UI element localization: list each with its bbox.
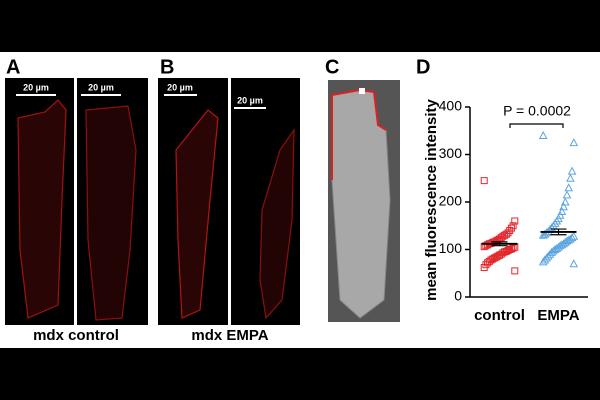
data-point	[567, 166, 577, 175]
x-tick-label: control	[474, 307, 525, 324]
x-tick-label: EMPA	[537, 307, 579, 324]
data-point	[547, 223, 557, 232]
scale-bar-label: 20 µm	[167, 82, 193, 92]
marker	[359, 88, 365, 94]
panel-label: D	[416, 56, 430, 78]
data-point	[569, 231, 579, 240]
data-point	[482, 242, 490, 250]
panel-label: A	[6, 56, 20, 78]
data-point	[538, 230, 548, 239]
data-point	[557, 240, 567, 249]
y-axis-title: mean fluorescence intensity	[423, 98, 440, 300]
error-bar	[491, 241, 508, 247]
error-bar	[550, 228, 567, 236]
data-point	[480, 177, 488, 185]
data-point	[569, 138, 579, 147]
panel-label: C	[325, 56, 339, 78]
data-point	[564, 235, 574, 244]
divider	[228, 78, 231, 325]
outline-trace	[331, 88, 387, 180]
caption: mdx EMPA	[191, 327, 268, 344]
caption: mdx control	[33, 327, 119, 344]
cell	[259, 128, 295, 320]
data-point	[559, 239, 568, 248]
data-point	[540, 229, 550, 238]
data-point	[547, 247, 557, 256]
data-point	[511, 217, 519, 225]
annotation: P = 0.0002	[503, 103, 571, 119]
cell	[85, 105, 137, 321]
data-point	[554, 242, 563, 251]
y-tick-label: 100	[439, 240, 463, 256]
scale-bar-label: 20 µm	[237, 95, 263, 105]
data-point	[480, 264, 488, 272]
scale-bar-label: 20 µm	[88, 82, 114, 92]
data-point	[511, 267, 519, 275]
cell	[17, 99, 67, 319]
data-point	[567, 233, 577, 242]
panel-label: B	[160, 56, 174, 78]
data-point	[555, 241, 565, 250]
y-tick-label: 0	[454, 288, 462, 304]
divider	[74, 78, 77, 325]
data-point	[560, 197, 570, 206]
data-point	[538, 257, 548, 266]
significance-bracket	[509, 123, 564, 128]
data-point	[566, 173, 575, 182]
data-point	[564, 183, 574, 192]
data-point	[545, 249, 555, 258]
data-point	[542, 253, 551, 262]
data-point	[538, 130, 548, 139]
data-point	[550, 244, 560, 253]
data-point	[566, 234, 575, 243]
data-point	[569, 259, 579, 268]
y-tick-label: 200	[439, 193, 463, 209]
data-point	[540, 255, 550, 264]
data-point	[549, 246, 558, 255]
cell	[175, 109, 219, 319]
data-point	[543, 251, 553, 260]
y-tick-label: 400	[439, 98, 463, 114]
data-point	[560, 237, 570, 246]
data-point	[559, 202, 568, 211]
scale-bar-label: 20 µm	[23, 82, 49, 92]
data-point	[562, 236, 572, 245]
data-point	[552, 243, 562, 253]
y-tick-label: 300	[439, 145, 463, 161]
data-point	[562, 190, 572, 199]
